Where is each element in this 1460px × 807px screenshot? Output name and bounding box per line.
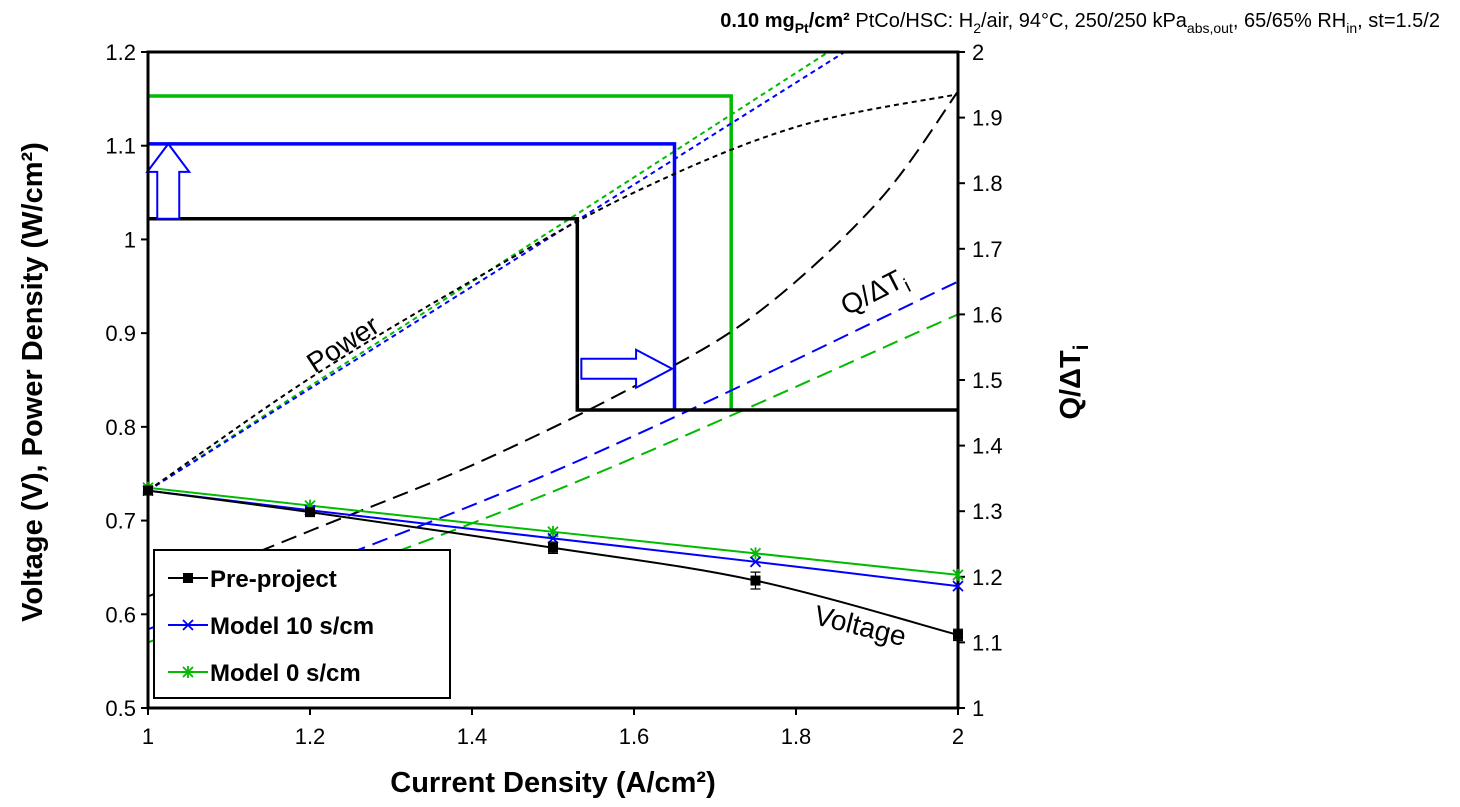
x-tick-label: 1.8: [781, 724, 812, 749]
y2-tick-label: 1.2: [972, 565, 1003, 590]
y2-axis-title-sub: i: [1070, 344, 1093, 350]
plot-lines: [148, 52, 958, 644]
x-tick-label: 1.4: [457, 724, 488, 749]
legend-label-pre-project: Pre-project: [210, 566, 337, 593]
y-tick-label: 0.6: [105, 602, 136, 627]
x-tick-label: 1.6: [619, 724, 650, 749]
y2-tick-label: 1.8: [972, 171, 1003, 196]
y2-tick-label: 1.5: [972, 368, 1003, 393]
subtitle-part-5: /air, 94°C, 250/250 kPa: [981, 10, 1188, 32]
pre-project-point: [750, 575, 761, 586]
subtitle-part-2: /cm²: [809, 10, 850, 32]
y2-tick-label: 1.4: [972, 434, 1003, 459]
legend-marker-pre-project: [183, 573, 193, 583]
legend: Pre-project Model 10 s/cm Model 0 s/cm: [153, 549, 451, 699]
subtitle-part-3: PtCo/HSC: H: [850, 10, 973, 32]
model-10-s-cm-point: [749, 556, 762, 568]
y2-tick-label: 1.7: [972, 237, 1003, 262]
subtitle-part-1: Pt: [795, 20, 809, 36]
y-tick-label: 0.8: [105, 415, 136, 440]
x-axis-title: Current Density (A/cm²): [390, 767, 716, 799]
pre-project-step-line: [148, 217, 958, 412]
subtitle-part-7: , 65/65% RH: [1233, 10, 1346, 32]
subtitle-part-4: 2: [973, 20, 981, 36]
model-0-s-cm-point: [749, 547, 762, 560]
x-tick-label: 1: [142, 724, 154, 749]
y2-axis-title: Q/ΔTi: [1055, 344, 1093, 419]
y-tick-label: 1.2: [105, 40, 136, 65]
y-tick-label: 0.9: [105, 321, 136, 346]
pre-project-point: [143, 485, 153, 496]
legend-marker-model-10-s-cm: [182, 619, 194, 631]
y-tick-label: 1.1: [105, 134, 136, 159]
power-annotation: Power: [301, 309, 384, 378]
x-tick-label: 2: [952, 724, 964, 749]
y2-tick-label: 1.3: [972, 499, 1003, 524]
legend-marker-model-0-s-cm: [182, 666, 194, 678]
subtitle-part-6: abs,out: [1187, 20, 1233, 36]
y-tick-label: 0.5: [105, 696, 136, 721]
markers: [142, 481, 964, 642]
pre-project-q-line: [148, 90, 958, 598]
model-0-s-cm-power-line: [148, 52, 829, 492]
y2-tick-label: 2: [972, 40, 984, 65]
y2-tick-label: 1: [972, 696, 984, 721]
y2-tick-label: 1.1: [972, 630, 1003, 655]
y-axis-title: Voltage (V), Power Density (W/cm²): [17, 142, 49, 622]
q-annotation-main: Q/ΔT: [836, 264, 908, 321]
subtitle-text: 0.10 mgPt/cm² PtCo/HSC: H2/air, 94°C, 25…: [720, 10, 1440, 36]
y-tick-label: 1: [124, 227, 136, 252]
model-10-s-cm-power-line: [148, 52, 846, 492]
axis-ticks: 1 1.2 1.4 1.6 1.8 2 0.5 0.6 0.7 0.8 0.9 1 1.1 1.2 1 1.1…: [105, 40, 1002, 749]
model-10-s-cm-point: [952, 580, 964, 592]
pre-project-point: [548, 542, 558, 553]
right-arrow: [580, 348, 675, 390]
up-arrow: [145, 142, 192, 220]
legend-label-model-0-s-cm: Model 0 s/cm: [210, 660, 361, 687]
subtitle-part-0: 0.10 mg: [720, 10, 794, 32]
pre-project-point: [305, 507, 315, 518]
q-annotation: Q/ΔTi: [836, 262, 915, 327]
legend-label-model-10-s-cm: Model 10 s/cm: [210, 613, 374, 640]
subtitle-part-8: in: [1346, 20, 1357, 36]
model-0-s-cm-point: [952, 568, 964, 581]
improvement-arrows: [145, 142, 675, 390]
y-tick-label: 0.7: [105, 509, 136, 534]
chart-subtitle: 0.10 mgPt/cm² PtCo/HSC: H2/air, 94°C, 25…: [720, 10, 1440, 36]
y2-tick-label: 1.9: [972, 106, 1003, 131]
pre-project-point: [953, 629, 963, 640]
model-0-s-cm-step-line: [148, 94, 733, 410]
x-tick-label: 1.2: [295, 724, 326, 749]
subtitle-part-9: , st=1.5/2: [1357, 10, 1440, 32]
y2-tick-label: 1.6: [972, 302, 1003, 327]
y2-axis-title-main: Q/ΔT: [1055, 350, 1087, 419]
model-10-s-cm-step-line: [148, 142, 677, 410]
